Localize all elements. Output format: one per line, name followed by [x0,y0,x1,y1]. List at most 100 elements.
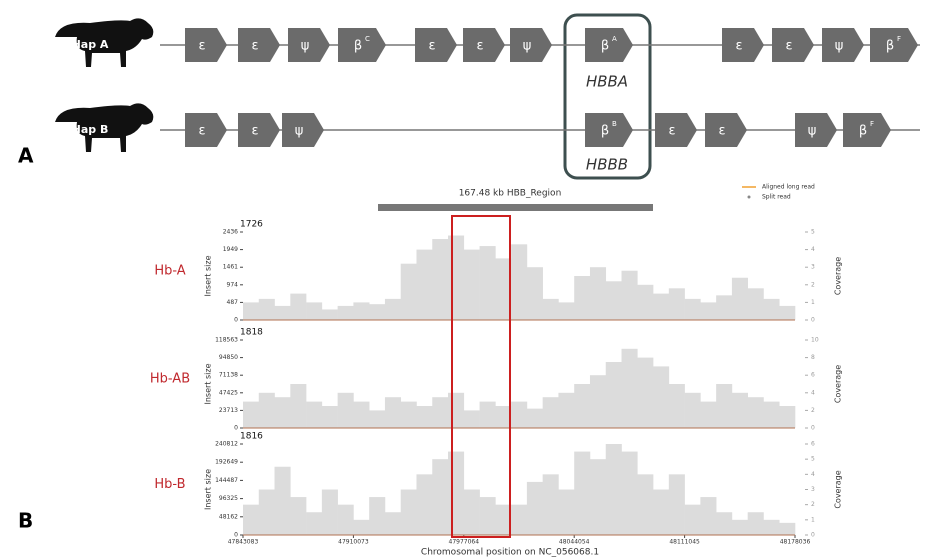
coverage-bar [653,366,669,428]
coverage-bar [353,402,369,428]
region-bar [378,204,653,211]
y2-tick-label: 0 [811,532,815,539]
y2-tick-label: 4 [811,246,815,253]
coverage-bar [448,452,464,535]
y-tick-label: 487 [227,299,239,306]
coverage-bar [748,512,764,535]
y2-axis-label: Coverage [834,257,843,295]
coverage-bar [527,482,543,535]
y-tick-label: 71138 [219,372,238,379]
y2-axis-label: Coverage [834,365,843,403]
coverage-bar [353,520,369,535]
coverage-bar [543,397,559,428]
gene-arrow [705,113,747,147]
gene-superscript: B [612,120,617,128]
read-count: 1726 [240,220,263,230]
coverage-bar [700,302,716,320]
coverage-bar [290,294,306,320]
coverage-bar [574,384,590,428]
gene-symbol: β [601,124,609,139]
y-tick-label: 144487 [215,477,238,484]
y2-tick-label: 3 [811,486,815,493]
y-tick-label: 47425 [219,389,238,396]
x-tick-label: 48044054 [559,539,590,546]
y-tick-label: 0 [234,425,238,432]
gene-arrow [463,28,505,62]
y-tick-label: 96325 [219,495,238,502]
coverage-bar [606,444,622,535]
gene-symbol: ε [198,124,205,139]
coverage-bar [732,520,748,535]
coverage-bar [669,384,685,428]
coverage-bar [622,452,638,535]
coverage-bar [637,474,653,535]
coverage-bar [416,474,432,535]
y2-tick-label: 4 [811,471,815,478]
track-name: Hb-B [154,477,185,492]
coverage-bar [306,302,322,320]
gene-symbol: ε [476,39,483,54]
y-tick-label: 1461 [223,264,238,271]
coverage-bar [763,402,779,428]
gene-symbol: ψ [808,124,817,139]
y2-tick-label: 0 [811,317,815,324]
y-tick-label: 240812 [215,441,238,448]
coverage-bar [480,497,496,535]
coverage-bar [275,467,291,535]
gene-symbol: ε [251,39,258,54]
coverage-bar [306,402,322,428]
coverage-bar [290,384,306,428]
coverage-bar [763,299,779,320]
read-count: 1816 [240,432,263,442]
track-name: Hb-A [154,264,185,279]
coverage-bar [574,276,590,320]
gene-arrow [185,113,227,147]
coverage-bar [243,505,259,535]
gene-arrow [772,28,814,62]
coverage-bar [779,406,795,428]
track-name: Hb-AB [150,372,190,387]
coverage-bar [590,459,606,535]
gene-superscript: A [612,35,617,43]
y-tick-label: 48162 [219,513,238,520]
coverage-bar [385,299,401,320]
gene-symbol: ε [718,124,725,139]
x-axis-label: Chromosomal position on NC_056068.1 [421,548,599,558]
gene-arrow [185,28,227,62]
x-tick-label: 48178036 [780,539,811,546]
region-label: 167.48 kb HBB_Region [459,189,562,199]
y2-tick-label: 4 [811,389,815,396]
coverage-bar [259,299,275,320]
coverage-bar [779,306,795,320]
coverage-bar [275,397,291,428]
y2-tick-label: 2 [811,501,815,508]
gene-symbol: β [354,39,362,54]
coverage-bar [653,490,669,536]
gene-arrow [238,28,280,62]
coverage-bar [543,299,559,320]
coverage-bar [401,402,417,428]
coverage-bar [527,267,543,320]
coverage-bar [527,409,543,428]
coverage-bar [669,474,685,535]
coverage-bar [606,281,622,320]
coverage-bar [511,244,527,320]
y-tick-label: 1949 [223,246,238,253]
gene-symbol: ψ [835,39,844,54]
coverage-bar [716,512,732,535]
y2-tick-label: 2 [811,281,815,288]
coverage-bar [322,490,338,536]
y-axis-label: Insert size [204,363,213,404]
figure: A B HBBA HBBB 167.48 kb HBB_Region Align… [0,0,926,559]
coverage-bar [416,406,432,428]
coverage-bar [243,302,259,320]
gene-name: HBBA [586,73,628,91]
y-tick-label: 974 [227,281,239,288]
coverage-bar [464,410,480,428]
legend-label: Split read [762,194,791,201]
y-tick-label: 0 [234,532,238,539]
gene-superscript: F [870,120,874,128]
coverage-bar [622,349,638,428]
coverage-bar [748,288,764,320]
y-tick-label: 0 [234,317,238,324]
